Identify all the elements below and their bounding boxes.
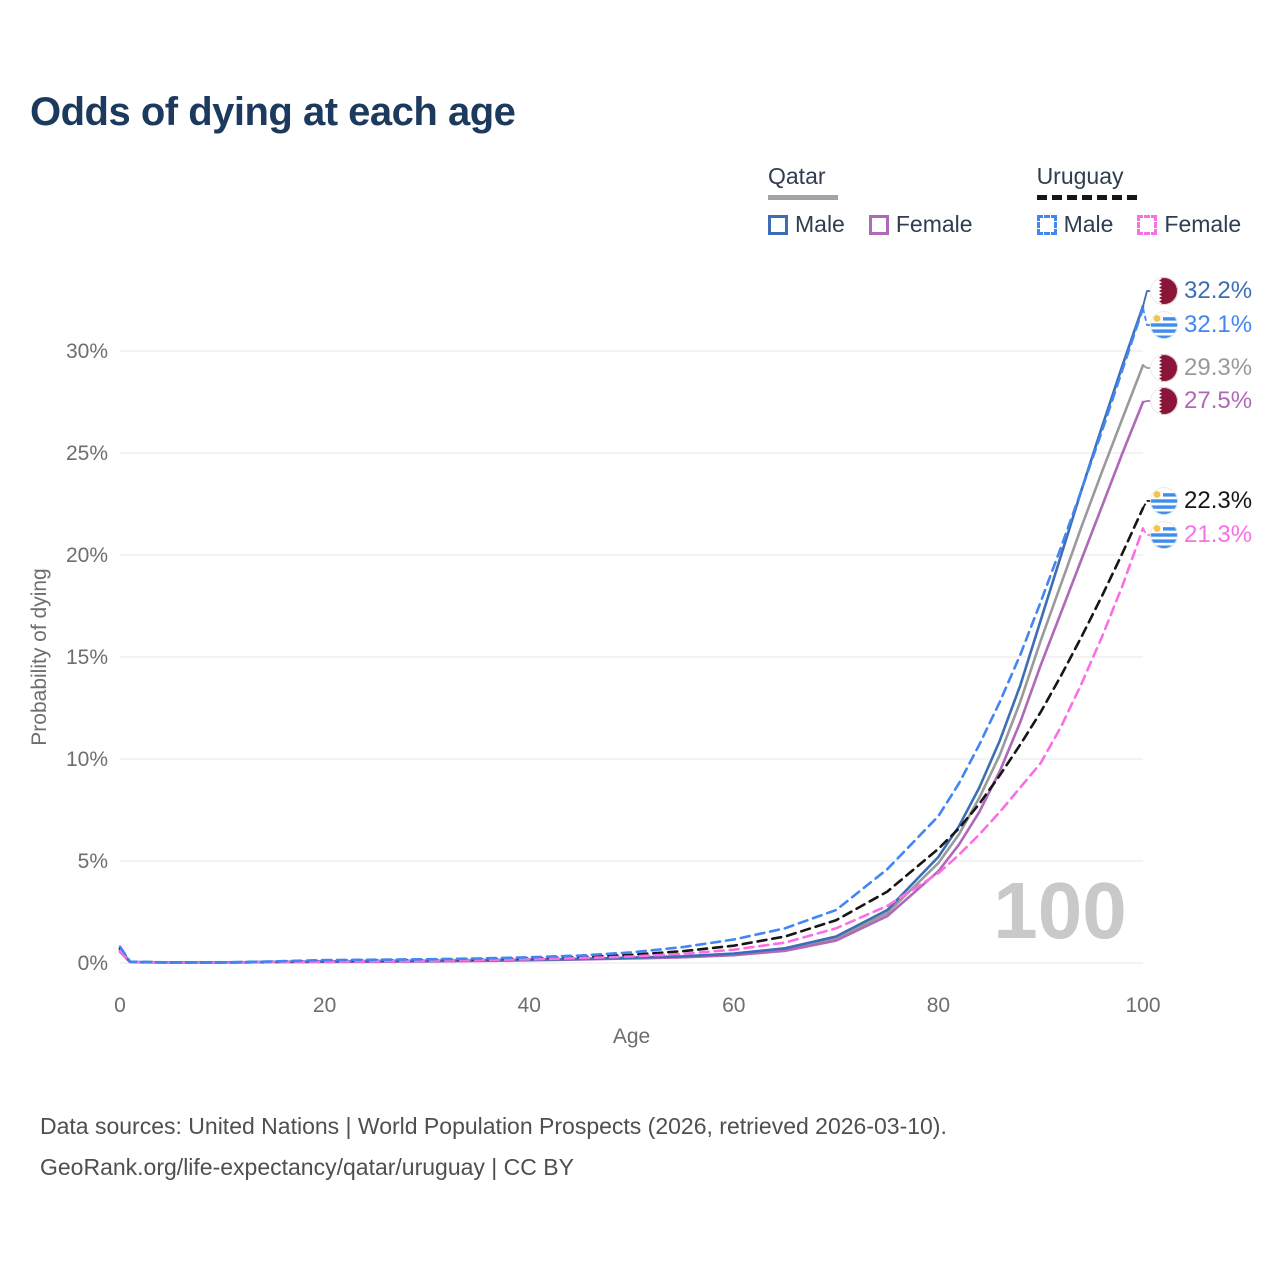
series-line-uruguay-female — [118, 527, 1145, 964]
legend-item-label: Male — [795, 211, 845, 237]
qatar-flag-icon — [1150, 354, 1178, 382]
series-line-uruguay-both-sexes- — [118, 506, 1145, 964]
end-label-value: 21.3% — [1184, 521, 1253, 548]
x-tick-label: 80 — [927, 994, 950, 1017]
y-tick-label: 10% — [66, 748, 108, 771]
footer: Data sources: United Nations | World Pop… — [40, 1106, 947, 1188]
legend-group-qatar: Qatar Male Female — [768, 163, 973, 238]
legend-item-uruguay-male[interactable]: Male — [1036, 211, 1114, 238]
legend-header-qatar: Qatar — [768, 163, 973, 200]
x-tick-label: 60 — [722, 994, 745, 1017]
qatar-male-swatch — [768, 214, 788, 235]
end-label-value: 32.2% — [1184, 277, 1253, 304]
qatar-both-line-swatch — [768, 195, 838, 200]
y-tick-label: 20% — [66, 544, 108, 567]
uruguay-flag-icon — [1150, 311, 1178, 339]
qatar-female-swatch — [868, 214, 889, 235]
uruguay-female-swatch — [1137, 214, 1158, 235]
end-label-uruguay-both: 22.3% — [1150, 487, 1252, 515]
footer-attribution: GeoRank.org/life-expectancy/qatar/urugua… — [40, 1154, 574, 1180]
uruguay-both-line-swatch — [1036, 195, 1137, 200]
uruguay-flag-icon — [1150, 521, 1178, 549]
series-line-uruguay-male — [118, 306, 1145, 964]
y-tick-label: 5% — [78, 850, 108, 873]
x-axis-title: Age — [613, 1025, 650, 1048]
y-tick-label: 30% — [66, 340, 108, 363]
x-tick-label: 100 — [1125, 994, 1160, 1017]
end-label-uruguay-male: 32.1% — [1150, 311, 1252, 339]
y-tick-label: 0% — [78, 952, 108, 975]
y-tick-label: 15% — [66, 646, 108, 669]
end-label-value: 29.3% — [1184, 354, 1253, 381]
legend-item-qatar-female[interactable]: Female — [868, 211, 973, 238]
end-label-value: 22.3% — [1184, 487, 1253, 514]
legend: Qatar Male Female Uruguay Male — [768, 163, 1241, 238]
end-label-qatar-both: 29.3% — [1150, 354, 1252, 382]
page-title: Odds of dying at each age — [30, 90, 516, 134]
series-line-qatar-male — [118, 304, 1145, 964]
uruguay-flag-icon — [1150, 487, 1178, 515]
end-label-connector — [1142, 307, 1154, 326]
x-tick-label: 40 — [518, 994, 541, 1017]
footer-data-sources: Data sources: United Nations | World Pop… — [40, 1113, 947, 1139]
y-tick-label: 25% — [66, 442, 108, 465]
line-chart: 0% 5% 10% 15% 20% 25% 30% 0 20 40 60 80 100 Age Probab… — [28, 290, 1161, 1048]
legend-item-label: Female — [1164, 211, 1242, 237]
legend-item-qatar-male[interactable]: Male — [768, 211, 845, 238]
uruguay-male-swatch — [1036, 214, 1057, 235]
legend-item-uruguay-female[interactable]: Female — [1137, 211, 1241, 238]
end-label-value: 27.5% — [1184, 387, 1253, 414]
end-label-uruguay-female: 21.3% — [1150, 521, 1252, 549]
age-watermark: 100 — [993, 866, 1126, 955]
legend-header-qatar-label: Qatar — [768, 163, 826, 189]
legend-header-uruguay-label: Uruguay — [1036, 163, 1124, 189]
legend-item-label: Male — [1063, 211, 1114, 237]
qatar-flag-icon — [1150, 277, 1178, 305]
end-label-value: 32.1% — [1184, 311, 1253, 338]
end-label-qatar-male: 32.2% — [1150, 277, 1252, 305]
legend-header-uruguay: Uruguay — [1036, 163, 1242, 200]
x-tick-label: 0 — [114, 994, 126, 1017]
end-label-qatar-female: 27.5% — [1150, 387, 1252, 415]
series-line-qatar-female — [118, 400, 1145, 964]
series-line-qatar-both-sexes- — [118, 364, 1145, 964]
x-tick-label: 20 — [313, 994, 336, 1017]
legend-group-uruguay: Uruguay Male Female — [1036, 163, 1242, 238]
y-axis-title: Probability of dying — [28, 568, 51, 745]
legend-item-label: Female — [895, 211, 973, 237]
qatar-flag-icon — [1150, 387, 1178, 415]
